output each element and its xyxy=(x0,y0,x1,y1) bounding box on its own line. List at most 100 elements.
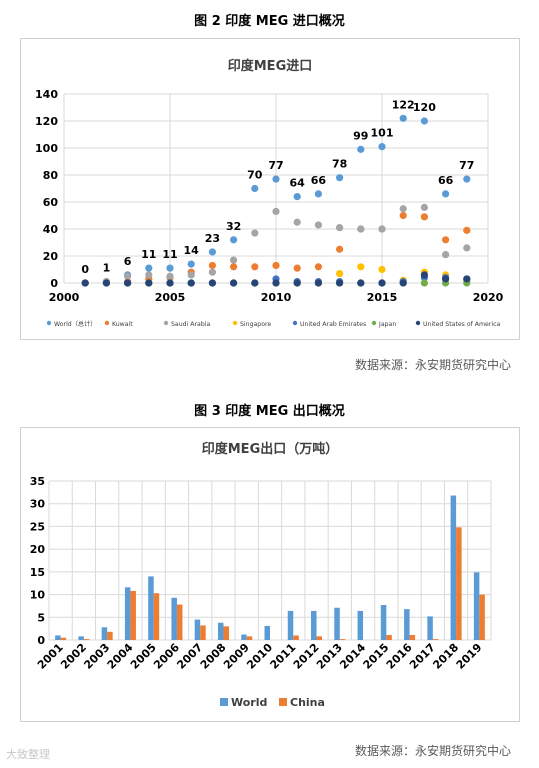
data-point xyxy=(293,193,301,201)
data-point xyxy=(293,218,301,226)
data-point xyxy=(399,211,407,220)
x-tick-label: 2005 xyxy=(128,641,159,672)
data-point xyxy=(145,271,153,279)
data-point xyxy=(442,275,450,283)
data-label: 1 xyxy=(103,262,111,275)
bar xyxy=(246,636,253,640)
data-point xyxy=(314,221,322,229)
legend-marker xyxy=(279,698,287,706)
y-tick-label: 10 xyxy=(30,589,46,602)
legend-marker xyxy=(104,320,110,326)
data-point xyxy=(336,269,344,278)
x-tick-label: 2002 xyxy=(58,641,89,672)
legend-marker xyxy=(371,320,377,326)
bar xyxy=(217,622,224,640)
y-tick-label: 120 xyxy=(35,115,58,128)
bar xyxy=(107,631,113,640)
legend-label: World（总计） xyxy=(54,320,96,328)
bar xyxy=(427,616,433,640)
data-label: 66 xyxy=(311,174,327,187)
y-tick-label: 20 xyxy=(30,543,46,556)
bar xyxy=(432,639,439,640)
bar xyxy=(450,495,457,640)
data-point xyxy=(420,117,428,125)
data-point xyxy=(208,261,216,270)
x-tick-label: 2003 xyxy=(81,641,112,672)
data-point xyxy=(314,279,322,287)
import-chart-container: 印度MEG进口 0 20 40 60 80 100 120 140 2000 2005 2010 201… xyxy=(20,38,520,340)
data-point xyxy=(293,264,301,272)
legend-label: China xyxy=(290,696,325,709)
data-label: 0 xyxy=(81,263,89,276)
bar xyxy=(357,610,364,640)
data-label: 14 xyxy=(184,244,200,257)
legend-marker xyxy=(232,320,238,326)
data-point xyxy=(187,271,195,279)
bar xyxy=(334,607,340,640)
data-label: 66 xyxy=(438,174,454,187)
data-point xyxy=(378,225,386,233)
data-point xyxy=(208,279,216,287)
bar xyxy=(83,639,90,640)
legend-label: World xyxy=(231,696,267,709)
data-label: 6 xyxy=(124,255,132,268)
data-label: 120 xyxy=(413,101,436,114)
data-point xyxy=(442,251,450,259)
y-tick-label: 0 xyxy=(37,634,45,647)
legend-marker xyxy=(292,320,298,326)
bar xyxy=(316,636,323,640)
bar xyxy=(264,625,270,640)
legend-marker xyxy=(163,320,169,326)
figure-3-source: 数据来源：永安期货研究中心 xyxy=(354,744,511,758)
data-point xyxy=(463,275,471,283)
x-tick-label: 2012 xyxy=(291,641,322,672)
legend-label: United States of America xyxy=(423,321,501,328)
legend-marker xyxy=(415,320,421,326)
data-label: 122 xyxy=(392,98,415,111)
data-point xyxy=(187,260,195,268)
data-point xyxy=(357,145,365,153)
data-point xyxy=(399,114,407,122)
y-tick-label: 20 xyxy=(43,250,59,263)
bar xyxy=(60,637,67,640)
data-label: 23 xyxy=(205,232,220,245)
y-tick-label: 60 xyxy=(43,196,59,209)
export-chart-container: 印度MEG出口（万吨） 0 5 10 15 20 25 30 35 2001 2002 2003 200… xyxy=(20,427,520,722)
bar xyxy=(241,634,247,640)
bar xyxy=(456,527,462,640)
data-point xyxy=(208,268,216,276)
bar xyxy=(339,639,346,640)
data-point xyxy=(357,225,365,233)
watermark: 大致整理 xyxy=(6,748,50,761)
figure-2-caption: 图 2 印度 MEG 进口概况 xyxy=(194,14,345,29)
data-point xyxy=(336,224,344,232)
data-point xyxy=(463,175,471,183)
data-point xyxy=(378,265,386,274)
x-tick-label: 2000 xyxy=(49,291,80,304)
bar xyxy=(176,604,183,640)
y-tick-label: 40 xyxy=(43,223,59,236)
bar xyxy=(101,627,108,640)
bar xyxy=(148,576,154,640)
data-point xyxy=(399,205,407,213)
y-tick-label: 35 xyxy=(30,475,45,488)
data-point xyxy=(166,264,174,272)
x-tick-label: 2009 xyxy=(221,641,252,672)
bar xyxy=(473,572,480,640)
data-point xyxy=(420,213,428,221)
data-point xyxy=(230,263,238,271)
bar xyxy=(200,625,206,640)
data-point xyxy=(293,279,301,287)
data-point xyxy=(251,263,259,271)
legend-label: Japan xyxy=(378,321,396,328)
data-point xyxy=(145,264,153,272)
y-tick-label: 0 xyxy=(50,277,58,290)
legend-marker xyxy=(46,320,52,326)
data-label: 70 xyxy=(247,169,263,182)
data-point xyxy=(463,226,471,234)
x-tick-label: 2005 xyxy=(155,291,186,304)
bar xyxy=(409,635,416,640)
data-point xyxy=(272,261,280,270)
data-point xyxy=(187,279,195,287)
data-point xyxy=(272,207,280,216)
